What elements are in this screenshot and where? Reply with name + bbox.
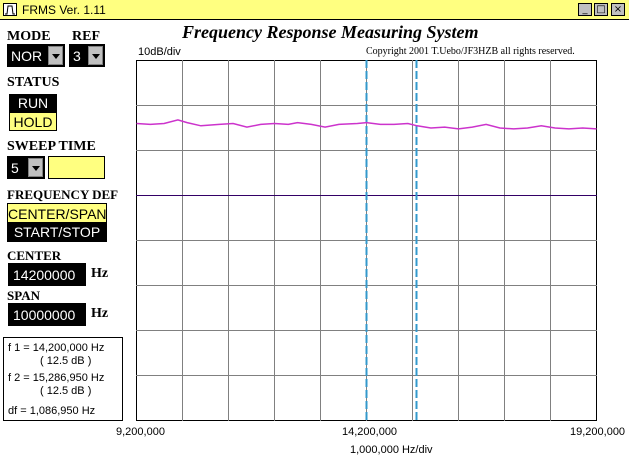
y-scale-label: 10dB/div <box>138 46 181 58</box>
chevron-down-icon[interactable] <box>28 158 43 177</box>
close-button[interactable]: × <box>611 3 625 16</box>
frequency-response-chart[interactable] <box>136 60 597 421</box>
center-frequency-input[interactable]: 14200000 <box>8 263 86 286</box>
center-frequency-value: 14200000 <box>13 267 76 283</box>
frequency-def-label: FREQUENCY DEF <box>7 187 119 202</box>
mode-select[interactable]: NOR <box>7 44 65 67</box>
x-division-label: 1,000,000 Hz/div <box>350 444 433 456</box>
window-title: FRMS Ver. 1.11 <box>22 3 106 17</box>
x-tick-center: 14,200,000 <box>342 426 398 438</box>
status-label: STATUS <box>7 75 60 90</box>
minimize-button[interactable]: _ <box>578 3 592 16</box>
marker-f1-db: ( 12.5 dB ) <box>40 355 92 367</box>
page-title: Frequency Response Measuring System <box>182 22 479 42</box>
run-button[interactable]: RUN <box>9 94 57 112</box>
mode-value: NOR <box>11 48 43 64</box>
span-frequency-input[interactable]: 10000000 <box>8 303 86 326</box>
ref-value: 3 <box>73 48 81 64</box>
marker-f2: f 2 = 15,286,950 Hz <box>8 372 105 384</box>
start-stop-button[interactable]: START/STOP <box>7 223 107 242</box>
center-span-button[interactable]: CENTER/SPAN <box>7 203 107 223</box>
center-label: CENTER <box>7 248 62 263</box>
center-unit: Hz <box>91 266 109 281</box>
marker-lines[interactable] <box>365 60 418 421</box>
ref-label: REF <box>72 29 100 44</box>
span-unit: Hz <box>91 306 109 321</box>
span-frequency-value: 10000000 <box>13 307 76 323</box>
x-tick-left: 9,200,000 <box>116 426 165 438</box>
app-icon <box>3 3 17 16</box>
sweep-time-select[interactable]: 5 <box>7 156 45 179</box>
ref-select[interactable]: 3 <box>69 44 105 67</box>
marker-f1: f 1 = 14,200,000 Hz <box>8 342 105 354</box>
marker-df: df = 1,086,950 Hz <box>8 405 96 417</box>
marker-f2-db: ( 12.5 dB ) <box>40 385 92 397</box>
maximize-button[interactable]: □ <box>594 3 608 16</box>
title-bar: FRMS Ver. 1.11 _ □ × <box>0 0 629 20</box>
x-tick-right: 19,200,000 <box>570 426 626 438</box>
marker-info-panel: f 1 = 14,200,000 Hz ( 12.5 dB ) f 2 = 15… <box>3 337 123 421</box>
copyright-text: Copyright 2001 T.Uebo/JF3HZB all rights … <box>366 46 575 57</box>
sweep-time-value: 5 <box>11 160 19 176</box>
sweep-button[interactable] <box>48 156 105 179</box>
span-label: SPAN <box>7 288 40 303</box>
sweep-time-label: SWEEP TIME <box>7 139 96 154</box>
hold-button[interactable]: HOLD <box>9 112 57 131</box>
chevron-down-icon[interactable] <box>48 46 63 65</box>
mode-label: MODE <box>7 29 51 44</box>
response-trace <box>136 119 597 130</box>
chevron-down-icon[interactable] <box>88 46 103 65</box>
